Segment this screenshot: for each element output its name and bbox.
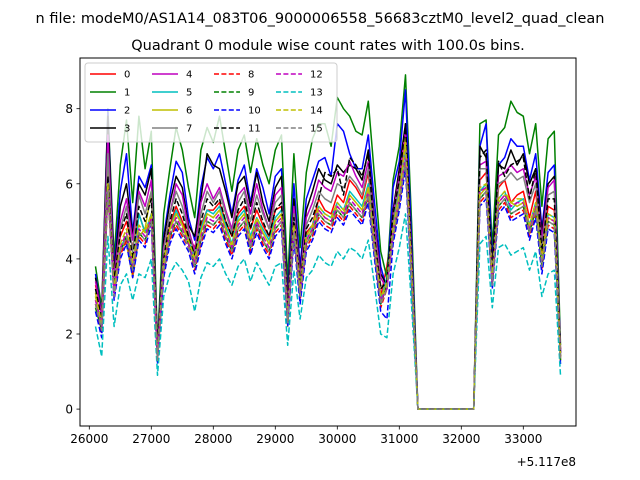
series-line-12 (94, 156, 562, 410)
legend-label-12: 12 (310, 70, 323, 81)
x-tick-label: 29000 (256, 432, 294, 446)
legend-label-13: 13 (310, 88, 323, 99)
x-tick-label: 33000 (504, 432, 542, 446)
x-offset-label: +5.117e8 (517, 455, 576, 469)
series-line-2 (94, 89, 562, 410)
legend-label-14: 14 (310, 106, 323, 117)
x-tick-label: 27000 (132, 432, 170, 446)
figure-suptitle: n file: modeM0/AS1A14_083T06_9000006558_… (36, 11, 605, 27)
legend-frame (84, 62, 338, 143)
series-line-14 (94, 141, 562, 410)
series-line-0 (94, 134, 562, 410)
legend-label-9: 9 (248, 88, 254, 99)
y-tick-label: 4 (65, 252, 73, 266)
series-line-3 (94, 115, 562, 410)
y-tick-label: 6 (65, 177, 73, 191)
axes-frame (79, 57, 577, 427)
x-axis: 26000 27000 28000 29000 30000 31000 32000 33000 (70, 426, 542, 446)
y-axis: 0 2 4 6 8 (65, 102, 80, 417)
x-tick-label: 30000 (318, 432, 356, 446)
legend-label-8: 8 (248, 70, 254, 81)
x-tick-label: 28000 (194, 432, 232, 446)
legend-label-5: 5 (186, 88, 192, 99)
series-line-11 (94, 122, 562, 410)
x-tick-label: 31000 (380, 432, 418, 446)
legend-label-1: 1 (124, 88, 130, 99)
series-line-13 (94, 213, 562, 410)
legend-label-4: 4 (186, 70, 192, 81)
chart-title: Quadrant 0 module wise count rates with … (131, 38, 525, 54)
legend-label-15: 15 (310, 124, 323, 135)
series-line-7 (94, 145, 562, 410)
legend-label-2: 2 (124, 106, 130, 117)
legend-label-3: 3 (124, 124, 130, 135)
series-lines (94, 74, 562, 410)
legend-label-0: 0 (124, 70, 130, 81)
x-tick-label: 26000 (70, 432, 108, 446)
y-tick-label: 8 (65, 102, 73, 116)
legend-label-11: 11 (248, 124, 261, 135)
series-line-8 (94, 164, 562, 410)
legend-label-7: 7 (186, 124, 192, 135)
plot-area: 26000 27000 28000 29000 30000 31000 32000 33000… (65, 57, 577, 469)
x-tick-label: 32000 (442, 432, 480, 446)
series-line-4 (94, 130, 562, 410)
legend-label-10: 10 (248, 106, 261, 117)
y-tick-label: 2 (65, 328, 73, 342)
series-line-15 (94, 160, 562, 410)
legend-label-6: 6 (186, 106, 192, 117)
series-line-10 (94, 168, 562, 410)
y-tick-label: 0 (65, 403, 73, 417)
